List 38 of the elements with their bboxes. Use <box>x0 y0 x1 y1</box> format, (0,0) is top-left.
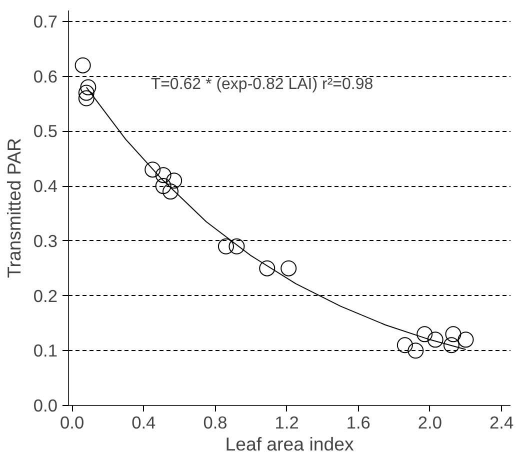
annotation: T=0.62 * (exp-0.82 LAI) r²=0.98 <box>150 76 374 93</box>
y-tick-label: 0.4 <box>33 176 58 196</box>
x-tick-label: 1.6 <box>346 412 370 432</box>
point <box>78 84 94 101</box>
point <box>396 337 413 354</box>
point <box>408 342 424 359</box>
x-tick-label: 0.0 <box>60 412 84 432</box>
y-axis-title: Transmitted PAR <box>3 138 24 278</box>
point <box>259 260 276 276</box>
point <box>166 172 182 189</box>
point <box>155 167 172 184</box>
point <box>427 332 444 348</box>
x-tick-label: 2.0 <box>418 412 442 432</box>
point <box>78 90 94 106</box>
point <box>443 337 460 354</box>
point <box>280 260 297 276</box>
x-tick-label: 0.8 <box>203 412 228 432</box>
point <box>416 326 433 342</box>
y-tick-label: 0.1 <box>33 340 58 361</box>
y-tick-label: 0.6 <box>33 66 58 86</box>
y-tick-label: 0.5 <box>33 121 58 142</box>
y-tick-label: 0.7 <box>33 11 58 32</box>
point <box>74 57 91 74</box>
point <box>218 238 234 254</box>
x-tick-label: 0.4 <box>132 412 156 432</box>
x-tick-label: 2.4 <box>490 412 514 432</box>
y-tick-label: 0.0 <box>33 396 58 416</box>
x-tick-label: 1.2 <box>274 412 299 432</box>
y-tick-label: 0.3 <box>33 230 58 251</box>
y-tick-label: 0.2 <box>33 286 58 306</box>
point <box>445 326 462 342</box>
x-axis-title: Leaf area index <box>225 434 354 454</box>
point <box>155 178 172 194</box>
point <box>458 332 474 348</box>
point <box>80 79 96 96</box>
point <box>162 184 178 200</box>
point <box>144 162 161 178</box>
point <box>228 238 245 254</box>
